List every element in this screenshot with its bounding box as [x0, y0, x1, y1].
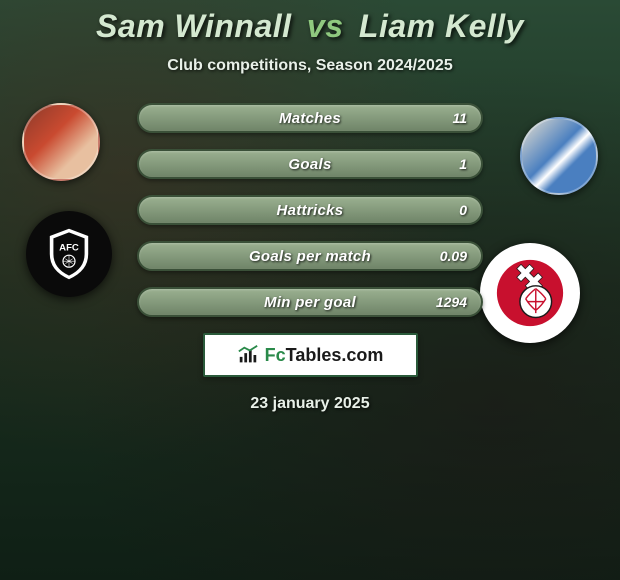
- player1-avatar: [22, 103, 100, 181]
- date-label: 23 january 2025: [0, 395, 620, 413]
- page-title: Sam Winnall vs Liam Kelly: [0, 0, 620, 45]
- club-crest-right-icon: [494, 257, 566, 329]
- stat-value-right: 1: [459, 156, 467, 172]
- stats-bars: Matches 11 Goals 1 Hattricks 0 Goals per…: [137, 95, 483, 317]
- subtitle: Club competitions, Season 2024/2025: [0, 57, 620, 75]
- stat-label: Matches: [139, 110, 481, 127]
- brand-main: Tables: [286, 345, 342, 365]
- stat-label: Hattricks: [139, 202, 481, 219]
- player1-name: Sam Winnall: [96, 8, 291, 44]
- svg-text:AFC: AFC: [59, 242, 79, 253]
- stat-value-right: 0: [459, 202, 467, 218]
- stat-value-right: 0.09: [440, 248, 467, 264]
- stat-label: Goals: [139, 156, 481, 173]
- stat-value-right: 1294: [436, 294, 467, 310]
- stat-label: Min per goal: [139, 294, 481, 311]
- stat-row: Hattricks 0: [137, 195, 483, 225]
- player2-avatar: [520, 117, 598, 195]
- player1-club-crest: AFC: [26, 211, 112, 297]
- stat-row: Goals 1: [137, 149, 483, 179]
- vs-label: vs: [307, 8, 344, 44]
- chart-icon: [237, 344, 259, 366]
- club-crest-left-icon: AFC: [39, 224, 99, 284]
- player2-name: Liam Kelly: [359, 8, 524, 44]
- brand-suffix: .com: [341, 345, 383, 365]
- stat-row: Goals per match 0.09: [137, 241, 483, 271]
- stat-value-right: 11: [452, 110, 467, 126]
- brand-prefix: Fc: [265, 345, 286, 365]
- player2-club-crest: [480, 243, 580, 343]
- content-area: AFC Matches 11 Goals 1 Hattricks 0 Goals…: [0, 95, 620, 413]
- brand-text: FcTables.com: [265, 345, 384, 366]
- stat-row: Matches 11: [137, 103, 483, 133]
- brand-badge: FcTables.com: [203, 333, 418, 377]
- stat-label: Goals per match: [139, 248, 481, 265]
- stat-row: Min per goal 1294: [137, 287, 483, 317]
